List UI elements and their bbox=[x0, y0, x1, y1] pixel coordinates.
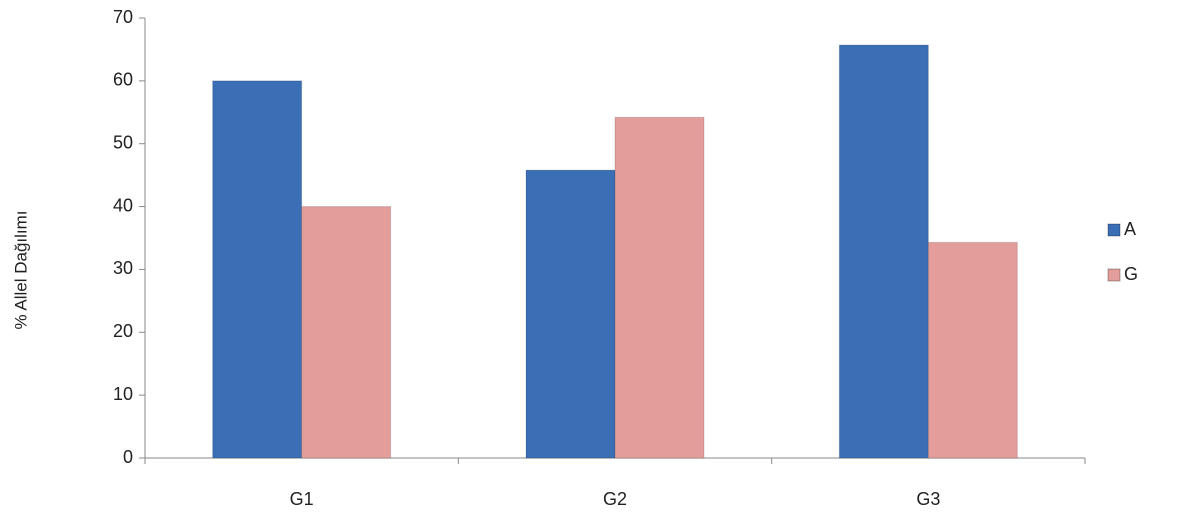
bar bbox=[614, 116, 705, 459]
y-tick-label: 60 bbox=[113, 70, 133, 90]
y-tick-label: 40 bbox=[113, 195, 133, 215]
bar bbox=[838, 44, 929, 459]
x-tick-label: G3 bbox=[916, 489, 940, 509]
bar bbox=[927, 241, 1018, 459]
legend-label: A bbox=[1124, 219, 1136, 239]
y-tick-label: 30 bbox=[113, 258, 133, 278]
legend-swatch bbox=[1107, 223, 1121, 237]
y-tick-label: 70 bbox=[113, 7, 133, 27]
legend-swatch bbox=[1107, 268, 1121, 282]
bar bbox=[212, 80, 303, 459]
y-axis-label: % Allel Dağılımı bbox=[11, 210, 30, 329]
legend-label: G bbox=[1124, 264, 1138, 284]
bar bbox=[525, 169, 616, 459]
x-tick-label: G2 bbox=[603, 489, 627, 509]
x-tick-label: G1 bbox=[290, 489, 314, 509]
y-tick-label: 10 bbox=[113, 384, 133, 404]
bar bbox=[301, 206, 392, 459]
y-tick-label: 0 bbox=[123, 447, 133, 467]
y-tick-label: 50 bbox=[113, 132, 133, 152]
y-tick-label: 20 bbox=[113, 321, 133, 341]
